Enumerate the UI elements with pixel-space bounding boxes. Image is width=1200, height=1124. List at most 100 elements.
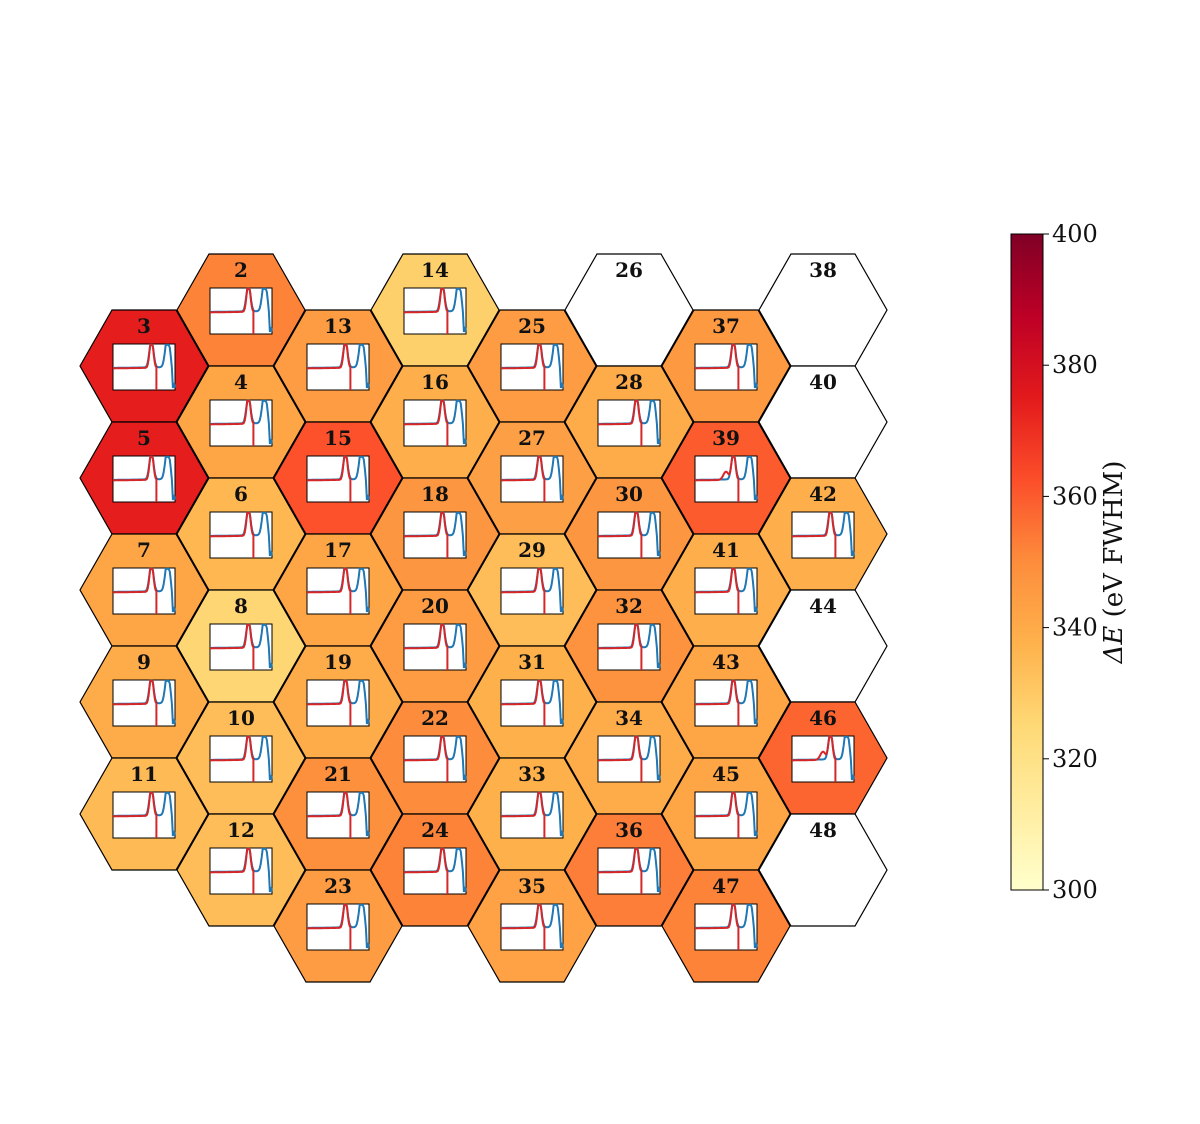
hex-cell-4: 4 bbox=[176, 365, 306, 479]
channel-number-label: 4 bbox=[234, 370, 248, 394]
channel-number-label: 19 bbox=[324, 650, 352, 674]
channel-number-label: 33 bbox=[518, 762, 546, 786]
channel-number-label: 25 bbox=[518, 314, 546, 338]
hex-cell-33: 33 bbox=[467, 757, 597, 871]
channel-number-label: 32 bbox=[615, 594, 643, 618]
channel-number-label: 45 bbox=[712, 762, 740, 786]
colorbar-tick-label: 340 bbox=[1052, 614, 1098, 642]
inset-spectrum bbox=[597, 847, 661, 895]
colorbar-ticks: 300 320 340 360 380 400 bbox=[1043, 220, 1098, 904]
fit-curve bbox=[404, 287, 449, 334]
inset-spectrum bbox=[597, 511, 661, 559]
fit-curve bbox=[307, 567, 352, 614]
inset-spectrum bbox=[500, 455, 564, 503]
fit-curve bbox=[598, 847, 643, 894]
channel-number-label: 23 bbox=[324, 874, 352, 898]
inset-spectrum bbox=[694, 455, 758, 503]
channel-number-label: 28 bbox=[615, 370, 643, 394]
inset-spectrum bbox=[306, 679, 370, 727]
fit-curve bbox=[113, 455, 158, 502]
hex-cell-2: 2 bbox=[176, 253, 306, 367]
hex-cell-42: 42 bbox=[758, 477, 888, 591]
channel-number-label: 6 bbox=[234, 482, 248, 506]
hexagon-grid: 3579112468101213151719212314161820222425… bbox=[79, 253, 888, 983]
colorbar-tick-label: 380 bbox=[1052, 351, 1098, 379]
inset-spectrum bbox=[306, 791, 370, 839]
inset-spectrum bbox=[209, 511, 273, 559]
fit-curve bbox=[695, 791, 740, 838]
channel-number-label: 24 bbox=[421, 818, 449, 842]
channel-number-label: 39 bbox=[712, 426, 740, 450]
colorbar-gradient bbox=[1010, 233, 1044, 891]
channel-number-label: 30 bbox=[615, 482, 643, 506]
colorbar-tick-label: 360 bbox=[1052, 482, 1098, 510]
inset-spectrum bbox=[306, 343, 370, 391]
fit-curve bbox=[792, 735, 837, 782]
fit-curve bbox=[113, 679, 158, 726]
hex-cell-35: 35 bbox=[467, 869, 597, 983]
fit-curve bbox=[307, 903, 352, 950]
colorbar-label: ΔE (eV FWHM) bbox=[1099, 461, 1129, 665]
fit-curve bbox=[210, 847, 255, 894]
fit-curve bbox=[598, 623, 643, 670]
channel-number-label: 38 bbox=[809, 258, 837, 282]
fit-curve bbox=[404, 847, 449, 894]
channel-number-label: 14 bbox=[421, 258, 449, 282]
hex-cell-3: 3 bbox=[79, 309, 209, 423]
hex-cell-37: 37 bbox=[661, 309, 791, 423]
inset-spectrum bbox=[209, 735, 273, 783]
fit-curve bbox=[695, 679, 740, 726]
inset-spectrum bbox=[306, 567, 370, 615]
fit-curve bbox=[695, 455, 740, 502]
hex-cell-9: 9 bbox=[79, 645, 209, 759]
fit-curve bbox=[210, 735, 255, 782]
inset-spectrum bbox=[306, 455, 370, 503]
fit-curve bbox=[307, 791, 352, 838]
inset-spectrum bbox=[112, 679, 176, 727]
hex-cell-15: 15 bbox=[273, 421, 403, 535]
channel-number-label: 47 bbox=[712, 874, 740, 898]
channel-number-label: 42 bbox=[809, 482, 837, 506]
hex-cell-46: 46 bbox=[758, 701, 888, 815]
channel-number-label: 18 bbox=[421, 482, 449, 506]
inset-spectrum bbox=[791, 735, 855, 783]
fit-curve bbox=[113, 567, 158, 614]
hex-cell-30: 30 bbox=[564, 477, 694, 591]
channel-number-label: 12 bbox=[227, 818, 255, 842]
channel-number-label: 29 bbox=[518, 538, 546, 562]
hex-cell-5: 5 bbox=[79, 421, 209, 535]
inset-spectrum bbox=[112, 455, 176, 503]
fit-curve bbox=[404, 623, 449, 670]
channel-number-label: 16 bbox=[421, 370, 449, 394]
hex-cell-28: 28 bbox=[564, 365, 694, 479]
channel-number-label: 9 bbox=[137, 650, 151, 674]
inset-spectrum bbox=[694, 343, 758, 391]
hex-cell-25: 25 bbox=[467, 309, 597, 423]
channel-number-label: 48 bbox=[809, 818, 837, 842]
channel-number-label: 35 bbox=[518, 874, 546, 898]
channel-number-label: 21 bbox=[324, 762, 352, 786]
inset-spectrum bbox=[209, 623, 273, 671]
fit-curve bbox=[501, 343, 546, 390]
fit-curve bbox=[210, 399, 255, 446]
channel-number-label: 3 bbox=[137, 314, 151, 338]
inset-spectrum bbox=[403, 287, 467, 335]
colorbar: 300 320 340 360 380 400 ΔE (eV FWHM) bbox=[1010, 220, 1129, 904]
inset-spectrum bbox=[403, 735, 467, 783]
inset-spectrum bbox=[694, 567, 758, 615]
channel-number-label: 2 bbox=[234, 258, 248, 282]
channel-number-label: 40 bbox=[809, 370, 837, 394]
inset-spectrum bbox=[500, 567, 564, 615]
fit-curve bbox=[501, 903, 546, 950]
hex-cell-23: 23 bbox=[273, 869, 403, 983]
fit-curve bbox=[210, 623, 255, 670]
channel-number-label: 37 bbox=[712, 314, 740, 338]
channel-number-label: 46 bbox=[809, 706, 837, 730]
channel-number-label: 17 bbox=[324, 538, 352, 562]
inset-spectrum bbox=[500, 343, 564, 391]
hexagon bbox=[758, 813, 888, 927]
inset-spectrum bbox=[597, 735, 661, 783]
hex-cell-36: 36 bbox=[564, 813, 694, 927]
hex-cell-21: 21 bbox=[273, 757, 403, 871]
